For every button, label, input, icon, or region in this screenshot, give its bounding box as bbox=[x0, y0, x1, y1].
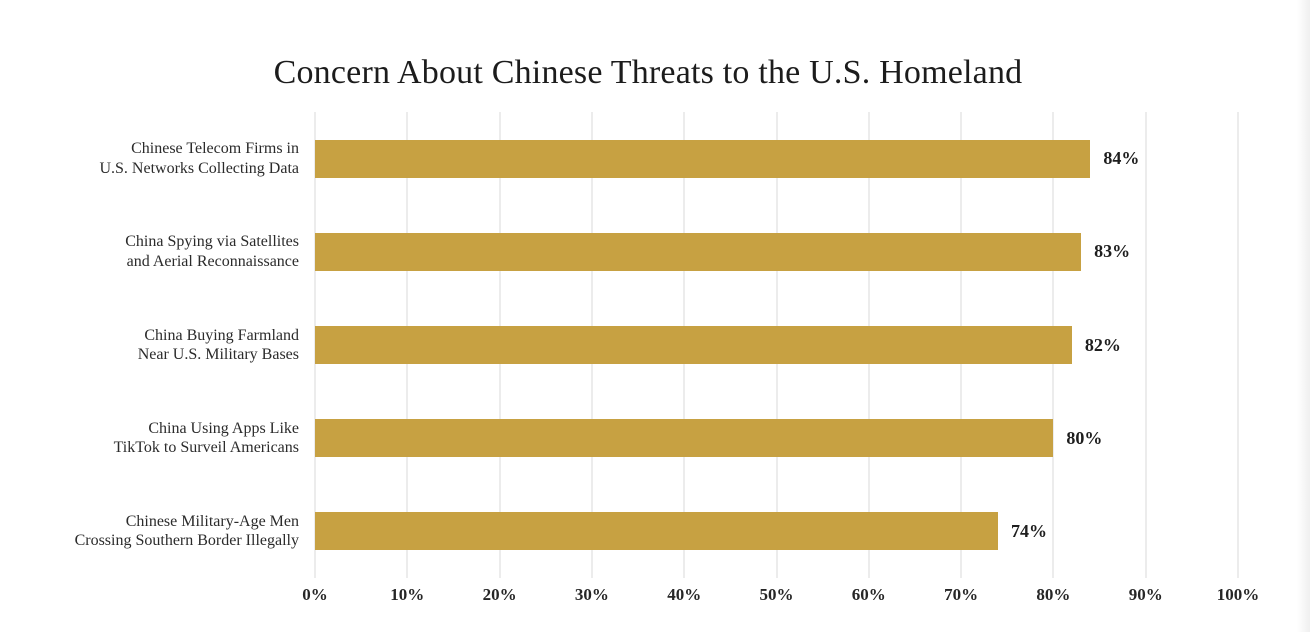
x-tick-label: 60% bbox=[851, 585, 886, 604]
bar bbox=[315, 419, 1054, 458]
x-tick-label: 30% bbox=[574, 585, 609, 604]
x-tick-label: 80% bbox=[1036, 585, 1071, 604]
category-axis: Chinese Telecom Firms in U.S. Networks C… bbox=[0, 112, 307, 578]
x-tick-label: 50% bbox=[759, 585, 794, 604]
bar-value-label: 80% bbox=[1066, 427, 1103, 448]
page-edge-shadow bbox=[1297, 0, 1310, 632]
bar-value-label: 82% bbox=[1084, 334, 1121, 355]
bar-row: 74% bbox=[315, 485, 1238, 578]
bar bbox=[315, 232, 1082, 271]
category-label: Chinese Telecom Firms in U.S. Networks C… bbox=[99, 140, 299, 177]
bar-value-label: 83% bbox=[1094, 241, 1131, 262]
bar-row: 84% bbox=[315, 112, 1238, 205]
x-axis: 0% 10% 20% 30% 40% 50% 60% 70% 80% 90% 1… bbox=[302, 585, 1259, 611]
x-tick-label: 100% bbox=[1216, 585, 1260, 604]
x-tick-label: 70% bbox=[944, 585, 979, 604]
x-tick-label: 20% bbox=[482, 585, 517, 604]
chart-title: Concern About Chinese Threats to the U.S… bbox=[273, 54, 1023, 91]
category-label: China Spying via Satellites and Aerial R… bbox=[125, 233, 299, 270]
bar-value-label: 74% bbox=[1011, 520, 1048, 541]
gridline bbox=[1145, 112, 1147, 578]
bar-row: 82% bbox=[315, 298, 1238, 391]
x-tick-label: 0% bbox=[302, 585, 328, 604]
bar bbox=[315, 139, 1091, 178]
x-tick-label: 90% bbox=[1128, 585, 1163, 604]
category-label: China Using Apps Like TikTok to Surveil … bbox=[113, 419, 299, 457]
bar bbox=[315, 326, 1072, 364]
bar-value-label: 84% bbox=[1103, 148, 1140, 169]
x-tick-label: 10% bbox=[390, 585, 425, 604]
x-tick-label: 40% bbox=[667, 585, 702, 604]
bar-series: 84% 83% 82% 80% 74% bbox=[315, 112, 1238, 578]
category-label: China Buying Farmland Near U.S. Military… bbox=[137, 326, 299, 364]
plot-area: 84% 83% 82% 80% 74% bbox=[314, 112, 1239, 578]
bar-row: 83% bbox=[315, 205, 1238, 298]
bar-row: 80% bbox=[315, 392, 1238, 485]
gridline bbox=[1237, 112, 1239, 578]
bar bbox=[315, 512, 999, 551]
category-label: Chinese Military-Age Men Crossing Southe… bbox=[74, 512, 299, 550]
